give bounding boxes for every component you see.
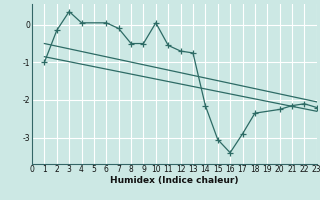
X-axis label: Humidex (Indice chaleur): Humidex (Indice chaleur) (110, 176, 239, 185)
